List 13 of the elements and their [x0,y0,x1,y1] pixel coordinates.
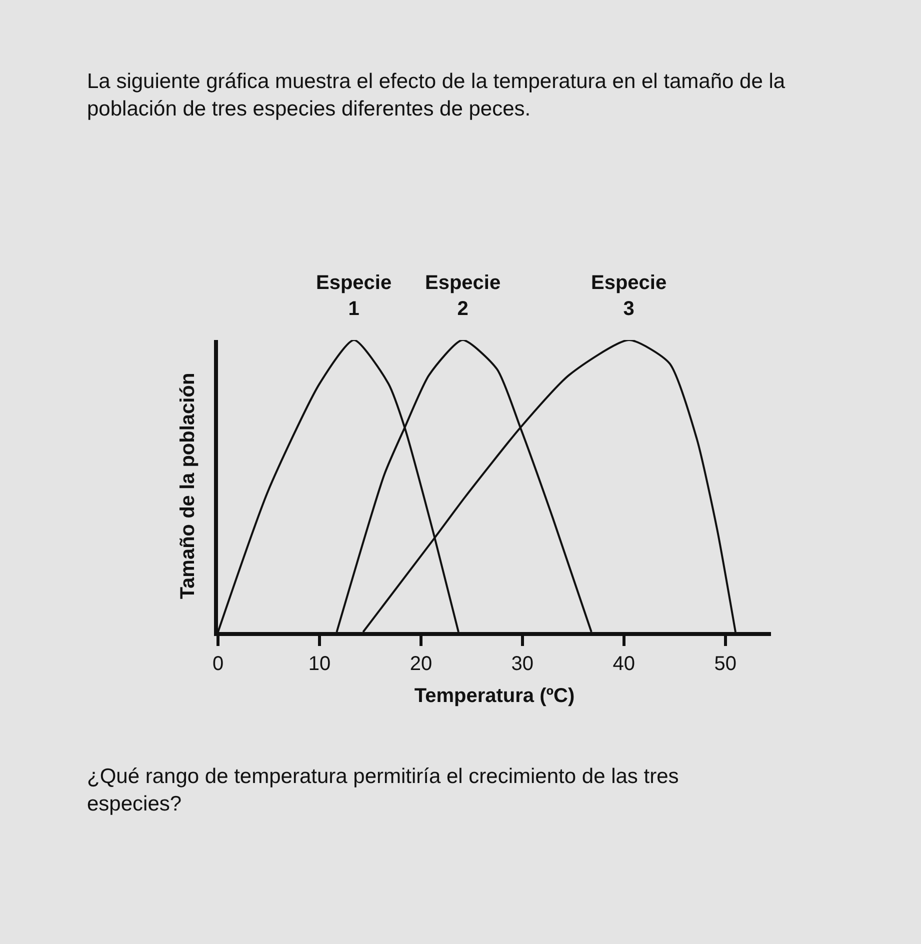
chart-title: La siguiente gráfica muestra el efecto de la temperatura en el tamaño de la población de tres especies diferentes de peces. [87,70,786,120]
x-tick-label: 50 [714,653,736,675]
text: ¿Qué rango de temperatura permitiría el crecimiento de las tres especies? [87,765,679,816]
x-tick-label: 10 [308,653,331,675]
series-label: Especie 3 [591,272,667,320]
x-tick-label: 0 [212,653,224,675]
y-axis-title: Tamaño de la población [177,372,199,600]
x-axis-title: Temperatura (ºC) [414,685,575,707]
series-label: Especie 2 [425,272,501,320]
x-tick-label: 20 [410,653,432,675]
x-tick-label: 40 [612,653,635,675]
series-label: Especie 1 [316,272,392,320]
x-tick-label: 30 [511,653,534,675]
